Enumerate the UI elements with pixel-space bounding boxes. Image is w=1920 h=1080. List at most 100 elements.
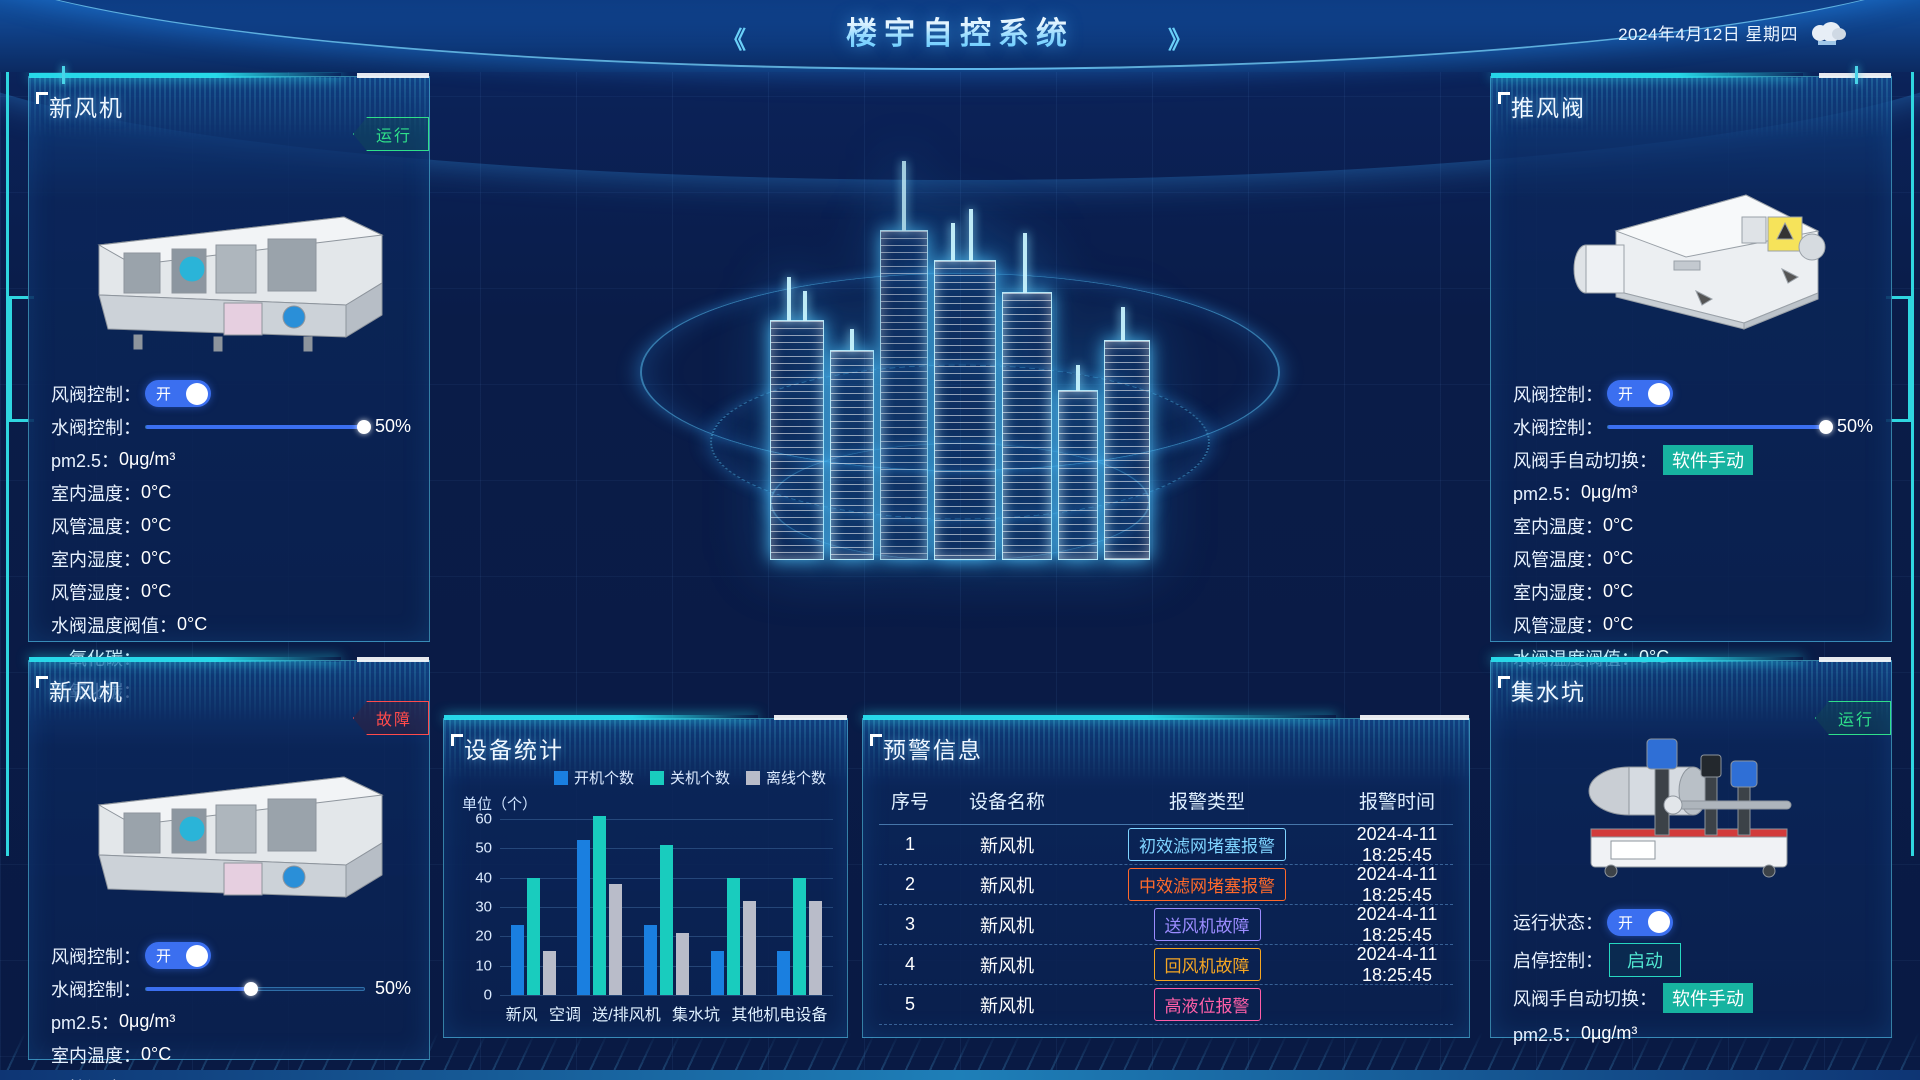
tower-1 [770, 277, 824, 560]
chart-gridline [500, 995, 833, 996]
water-valve-label: 水阀控制： [51, 417, 141, 438]
cell-alarm-type: 初效滤网堵塞报警 [1073, 828, 1341, 861]
panel-title-alarms: 预警信息 [870, 731, 983, 765]
city-wireframe [600, 140, 1320, 560]
cell-time: 2024-4-11 18:25:45 [1356, 863, 1438, 905]
chevron-left-icon[interactable]: 《 [722, 27, 746, 54]
chart-bar [793, 877, 807, 995]
cell-device: 新风机 [980, 835, 1034, 856]
building-3d-visualization [430, 80, 1490, 720]
chart-bar [542, 951, 556, 995]
param-row: 室内湿度： 0°C [51, 548, 172, 570]
status-badge-fresh-air-2: 故障 [352, 701, 429, 735]
damper-toggle[interactable]: 开 [1607, 380, 1673, 407]
chart-y-tick: 60 [475, 810, 492, 828]
chart-y-tick: 30 [475, 898, 492, 916]
table-row[interactable]: 1 新风机 初效滤网堵塞报警 2024-4-11 18:25:45 [879, 824, 1453, 865]
slider-thumb[interactable] [1818, 419, 1833, 434]
header-tick-right [1855, 66, 1858, 84]
table-row[interactable]: 5 新风机 高液位报警 [879, 985, 1453, 1025]
cell-alarm-type: 高液位报警 [1073, 988, 1341, 1021]
chart-bar [659, 845, 673, 995]
page-title: 楼宇自控系统 [846, 8, 1074, 53]
param-row: 室内温度： 0°C [51, 482, 172, 504]
water-valve-row: 水阀控制： 50% [51, 410, 411, 443]
tower-2 [830, 329, 874, 560]
alarm-type-chip: 送风机故障 [1153, 908, 1261, 941]
cell-index: 1 [904, 834, 915, 854]
tower-7 [1104, 307, 1150, 560]
panel-alarm-information: 预警信息 序号 设备名称 报警类型 报警时间 1 新风机 初效滤网堵塞报警 2024-… [862, 715, 1470, 1038]
chart-ylabel: 单位（个） [462, 796, 538, 813]
run-state-label: 运行状态： [1513, 913, 1603, 933]
cell-index: 5 [904, 994, 915, 1014]
panel-title-push-valve: 推风阀 [1498, 89, 1586, 123]
chart-bar [710, 951, 724, 995]
run-state-toggle[interactable]: 开 [1607, 908, 1673, 936]
slider-thumb[interactable] [356, 419, 371, 434]
toggle-knob [186, 382, 208, 405]
cell-alarm-type: 回风机故障 [1073, 948, 1341, 981]
start-stop-label: 启停控制： [1513, 951, 1603, 971]
table-row[interactable]: 2 新风机 中效滤网堵塞报警 2024-4-11 18:25:45 [879, 863, 1453, 905]
damper-control-row: 风阀控制： 开 [1513, 377, 1873, 410]
cell-index: 2 [904, 874, 915, 894]
chevron-right-icon[interactable]: 》 [1168, 27, 1192, 54]
chart-x-tick: 送/排风机 [592, 1007, 661, 1024]
chart-bar [609, 883, 623, 995]
water-valve-slider[interactable] [145, 979, 365, 999]
chart-bar [742, 901, 756, 995]
water-valve-slider[interactable] [1607, 417, 1833, 437]
param-row: 水阀温度阀值：0°C [51, 614, 208, 636]
param-row: pm2.5： 0μg/m³ [51, 449, 176, 471]
damper-control-label: 风阀控制： [1513, 384, 1603, 405]
start-stop-row: 启停控制： 启动 [1513, 941, 1873, 979]
auto-manual-value[interactable]: 软件手动 [1663, 444, 1753, 475]
chart-x-axis-labels: 新风 空调 送/排风机 集水坑 其他机电设备 [500, 1001, 833, 1025]
toggle-knob [1648, 911, 1670, 933]
param-row: 风管温度：0°C [51, 515, 172, 537]
cell-alarm-type: 送风机故障 [1073, 908, 1341, 941]
tower-5 [1002, 233, 1052, 560]
date-text: 2024年4月12日 星期四 [1618, 25, 1798, 44]
run-state-toggle-label: 开 [1618, 914, 1634, 932]
panel-fresh-air-unit-2: 新风机 故障 风阀控制 [28, 657, 430, 1080]
alarm-table: 序号 设备名称 报警类型 报警时间 1 新风机 初效滤网堵塞报警 2024-4-11 … [879, 779, 1453, 1025]
chart-bar [510, 924, 524, 995]
chart-y-tick: 20 [475, 927, 492, 945]
chart-bar-group [777, 819, 823, 995]
table-row[interactable]: 3 新风机 送风机故障 2024-4-11 18:25:45 [879, 904, 1453, 945]
damper-toggle[interactable]: 开 [145, 942, 211, 969]
panel-title-sump-pit: 集水坑 [1498, 673, 1586, 707]
slider-thumb[interactable] [243, 981, 258, 996]
water-valve-value: 50% [374, 416, 411, 436]
auto-manual-value[interactable]: 软件手动 [1663, 983, 1753, 1013]
legend-label-on: 开机个数 [574, 770, 635, 787]
device-image-ahu-1 [29, 187, 429, 357]
damper-toggle-label: 开 [156, 386, 172, 403]
damper-toggle-label: 开 [1618, 386, 1634, 403]
damper-toggle[interactable]: 开 [145, 380, 211, 407]
start-button[interactable]: 启动 [1609, 943, 1681, 977]
legend-swatch-on [554, 770, 568, 785]
chart-bar-group [577, 816, 623, 995]
alarm-type-chip: 初效滤网堵塞报警 [1128, 828, 1286, 861]
chart-bar [593, 816, 607, 995]
panel-title-fresh-air-1: 新风机 [36, 89, 124, 123]
frame-edge-left [6, 56, 34, 856]
cell-device: 新风机 [980, 875, 1034, 896]
param-row: 风管湿度： 0°C [51, 581, 172, 603]
chart-bar-group [643, 819, 689, 995]
params-fresh-air-2: 风阀控制： 开 水阀控制： 50% pm2.5： 0μg/m³ 室内温度： 0°C [51, 939, 411, 1080]
run-state-row: 运行状态： 开 [1513, 903, 1873, 941]
damper-control-row: 风阀控制： 开 [51, 377, 411, 410]
water-valve-slider[interactable] [145, 417, 371, 437]
cell-alarm-type: 中效滤网堵塞报警 [1073, 868, 1341, 901]
tower-6 [1058, 365, 1098, 560]
param-row: 室内温度： 0°C [1513, 515, 1634, 537]
chart-bar [643, 924, 657, 995]
param-row: 风管温度：0°C [51, 1071, 411, 1080]
table-row[interactable]: 4 新风机 回风机故障 2024-4-11 18:25:45 [879, 944, 1453, 985]
panel-title-statistics: 设备统计 [451, 731, 564, 765]
